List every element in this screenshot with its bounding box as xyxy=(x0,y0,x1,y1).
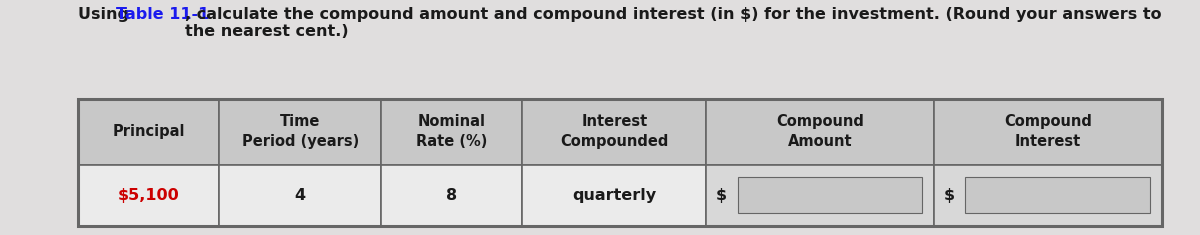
Text: $: $ xyxy=(716,188,727,203)
FancyBboxPatch shape xyxy=(707,165,934,226)
FancyBboxPatch shape xyxy=(78,99,218,165)
Text: 4: 4 xyxy=(294,188,306,203)
FancyBboxPatch shape xyxy=(934,165,1162,226)
Text: Time
Period (years): Time Period (years) xyxy=(241,114,359,149)
FancyBboxPatch shape xyxy=(934,99,1162,165)
FancyBboxPatch shape xyxy=(382,165,522,226)
Text: Using: Using xyxy=(78,7,134,22)
FancyBboxPatch shape xyxy=(382,99,522,165)
Text: $5,100: $5,100 xyxy=(118,188,179,203)
Text: Principal: Principal xyxy=(112,124,185,139)
Text: $: $ xyxy=(943,188,955,203)
FancyBboxPatch shape xyxy=(965,177,1150,213)
FancyBboxPatch shape xyxy=(218,165,382,226)
Text: quarterly: quarterly xyxy=(572,188,656,203)
FancyBboxPatch shape xyxy=(707,99,934,165)
FancyBboxPatch shape xyxy=(218,99,382,165)
Text: Compound
Interest: Compound Interest xyxy=(1004,114,1092,149)
Text: Compound
Amount: Compound Amount xyxy=(776,114,864,149)
Text: Interest
Compounded: Interest Compounded xyxy=(560,114,668,149)
Text: Table 11-1: Table 11-1 xyxy=(116,7,210,22)
FancyBboxPatch shape xyxy=(738,177,922,213)
FancyBboxPatch shape xyxy=(78,165,218,226)
Text: Nominal
Rate (%): Nominal Rate (%) xyxy=(416,114,487,149)
Text: 8: 8 xyxy=(446,188,457,203)
FancyBboxPatch shape xyxy=(522,99,707,165)
Text: , calculate the compound amount and compound interest (in $) for the investment.: , calculate the compound amount and comp… xyxy=(185,7,1162,39)
FancyBboxPatch shape xyxy=(522,165,707,226)
